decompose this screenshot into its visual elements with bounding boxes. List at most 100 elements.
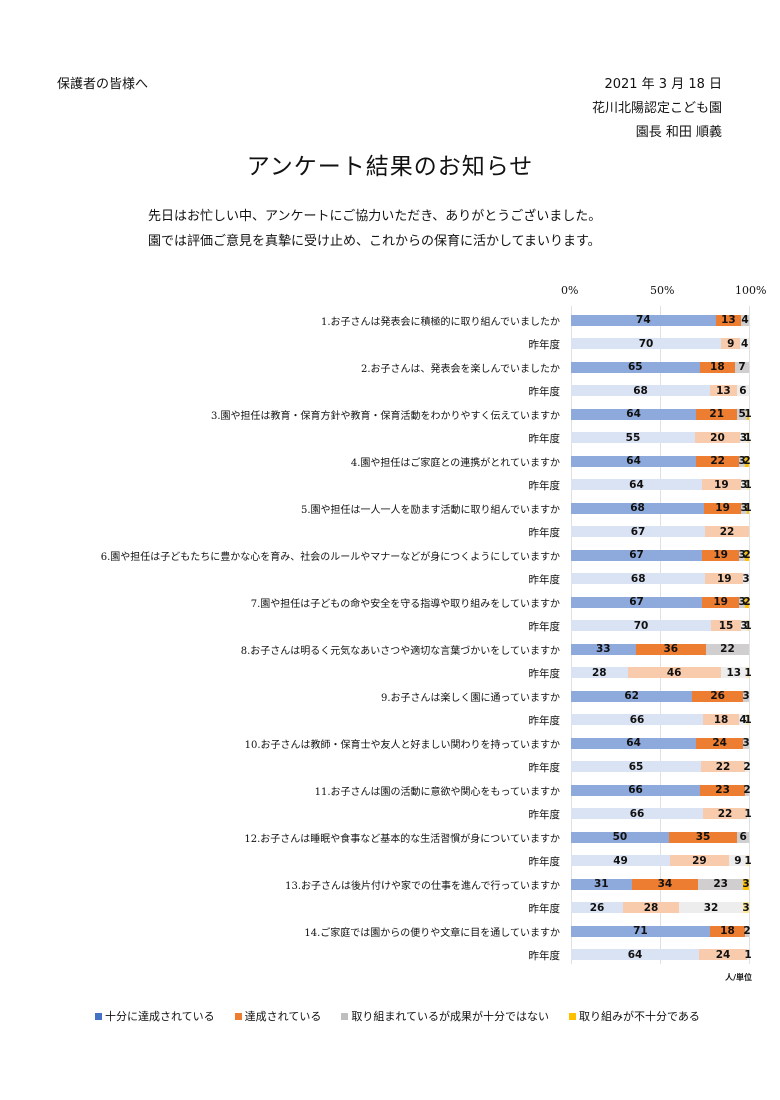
bar-value-partial: 22 xyxy=(720,643,735,655)
bar-value-partial: 1 xyxy=(744,807,752,820)
bar-value-fully: 62 xyxy=(624,690,639,702)
bar-value-achieved: 36 xyxy=(663,643,679,655)
bar-value-partial: 13 xyxy=(726,666,742,679)
axis-tick-0: 0% xyxy=(561,284,579,297)
bar-segment-fully xyxy=(571,902,623,913)
legend-label-insufficient: 取り組みが不十分である xyxy=(579,1010,700,1023)
last-year-label: 昨年度 xyxy=(528,432,561,445)
bar-segment-insufficient xyxy=(747,502,749,514)
last-year-label: 昨年度 xyxy=(528,855,561,868)
bar-segment-fully xyxy=(571,690,693,702)
bar-segment-fully xyxy=(571,361,700,373)
bar-segment-fully xyxy=(571,432,695,443)
bar-value-partial: 3 xyxy=(738,596,746,608)
bar-segment-fully xyxy=(571,385,711,396)
bar-segment-fully xyxy=(571,549,703,561)
bar-segment-partial xyxy=(720,667,747,678)
bar-segment-insufficient xyxy=(746,479,749,490)
bar-segment-achieved xyxy=(701,761,745,772)
bar-segment-fully xyxy=(571,949,699,960)
bar-segment-achieved xyxy=(696,455,740,467)
bar-segment-achieved xyxy=(699,361,736,373)
last-year-bar: 67 22 xyxy=(571,525,749,538)
bar-segment-insufficient xyxy=(747,408,749,420)
bar-segment-achieved xyxy=(627,667,721,678)
bar-value-partial: 6 xyxy=(739,831,747,843)
bar-segment-partial xyxy=(728,855,747,866)
last-year-label: 昨年度 xyxy=(528,479,561,492)
bar-value-achieved: 19 xyxy=(716,572,732,585)
bar-segment-partial xyxy=(747,949,749,960)
bar-value-insufficient: 1 xyxy=(744,478,752,491)
bar-value-achieved: 18 xyxy=(710,361,725,373)
bar-segment-insufficient xyxy=(745,596,749,608)
last-year-label: 昨年度 xyxy=(528,385,561,398)
bar-value-insufficient: 2 xyxy=(743,455,751,467)
bar-segment-insufficient xyxy=(746,855,749,866)
bar-segment-achieved xyxy=(635,643,706,655)
bar-segment-insufficient xyxy=(745,455,749,467)
bar-value-partial: 4 xyxy=(741,337,749,350)
bar-segment-partial xyxy=(737,831,749,843)
bar-segment-achieved xyxy=(631,878,699,890)
this-year-bar: 67 19 3 2 xyxy=(571,596,751,608)
last-year-bar: 55 20 3 1 xyxy=(571,431,752,444)
last-year-label: 昨年度 xyxy=(528,338,561,351)
bar-segment-insufficient xyxy=(747,620,749,631)
bar-segment-fully xyxy=(571,667,628,678)
bar-segment-partial xyxy=(735,361,749,373)
bar-segment-partial xyxy=(705,643,749,655)
principal-name: 園長 和田 順義 xyxy=(635,125,722,140)
bar-value-fully: 50 xyxy=(612,831,628,843)
bar-segment-partial xyxy=(741,502,748,514)
page-title: アンケート結果のお知らせ xyxy=(246,154,534,180)
bar-segment-fully xyxy=(571,408,697,420)
bar-value-achieved: 19 xyxy=(713,596,728,608)
bar-segment-achieved xyxy=(668,831,738,843)
bar-value-partial: 4 xyxy=(739,713,747,726)
bar-value-partial: 3 xyxy=(742,737,750,749)
intro-line-1: 先日はお忙しい中、アンケートにご協力いただき、ありがとうございました。 xyxy=(148,209,602,224)
bar-value-partial: 32 xyxy=(703,901,719,914)
bar-segment-partial xyxy=(698,878,744,890)
bar-value-achieved: 19 xyxy=(715,502,730,514)
bar-segment-partial xyxy=(739,432,747,443)
bar-value-insufficient: 1 xyxy=(744,502,752,514)
bar-segment-achieved xyxy=(715,314,742,326)
bar-segment-achieved xyxy=(694,432,740,443)
bar-segment-achieved xyxy=(705,526,749,537)
bar-value-partial: 6 xyxy=(739,384,747,397)
bar-value-achieved: 22 xyxy=(719,525,735,538)
bar-value-insufficient: 1 xyxy=(744,854,752,867)
bar-value-achieved: 46 xyxy=(666,666,682,679)
bar-segment-achieved xyxy=(709,925,746,937)
bar-segment-partial xyxy=(747,808,749,819)
bar-value-fully: 70 xyxy=(638,337,654,350)
bar-segment-partial xyxy=(743,690,749,702)
bar-segment-fully xyxy=(571,314,716,326)
this-year-bar: 64 22 3 2 xyxy=(571,455,751,467)
bar-value-fully: 55 xyxy=(625,431,641,444)
bar-value-fully: 31 xyxy=(594,878,609,890)
bar-value-partial: 1 xyxy=(744,948,752,961)
bar-segment-fully xyxy=(571,808,703,819)
last-year-label: 昨年度 xyxy=(528,620,561,633)
bar-value-achieved: 19 xyxy=(714,478,729,491)
bar-value-achieved: 34 xyxy=(657,878,673,890)
legend-label-fully: 十分に達成されている xyxy=(105,1010,215,1023)
legend-item-fully: 十分に達成されている xyxy=(95,1008,215,1024)
bar-value-partial: 3 xyxy=(742,572,750,585)
question-label: 14.ご家庭では園からの便りや文章に目を通していますか xyxy=(304,928,560,939)
axis-tick-1: 50% xyxy=(650,284,675,297)
legend-swatch-partial xyxy=(341,1012,349,1020)
bar-segment-partial xyxy=(741,620,747,631)
this-year-bar: 74 13 4 xyxy=(571,314,749,326)
bar-segment-achieved xyxy=(623,902,679,913)
school-name: 花川北陽認定こども園 xyxy=(591,101,722,116)
bar-segment-partial xyxy=(741,314,749,326)
question-label: 7.園や担任は子どもの命や安全を守る指導や取り組みをしていますか xyxy=(250,599,560,610)
last-year-label: 昨年度 xyxy=(528,573,561,586)
bar-value-fully: 71 xyxy=(633,925,648,937)
bar-value-partial: 3 xyxy=(739,431,748,444)
bar-segment-insufficient xyxy=(746,432,749,443)
